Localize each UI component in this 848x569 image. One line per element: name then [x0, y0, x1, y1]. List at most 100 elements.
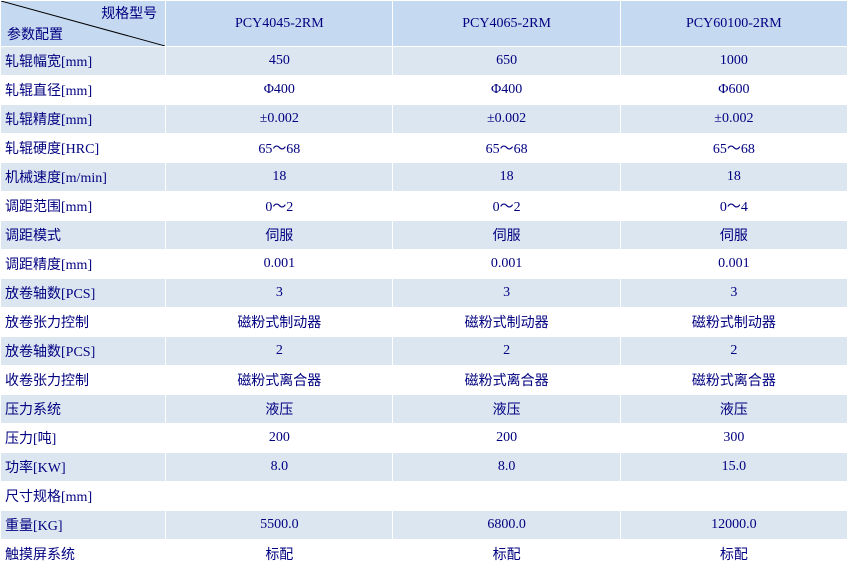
table-row: 机械速度[m/min]181818	[1, 163, 848, 192]
value-cell: 液压	[166, 395, 393, 424]
value-cell: 0.001	[393, 250, 620, 279]
header-top-label: 规格型号	[101, 3, 157, 23]
param-cell: 放卷张力控制	[1, 308, 166, 337]
value-cell: 标配	[166, 540, 393, 569]
table-row: 轧辊精度[mm]±0.002±0.002±0.002	[1, 105, 848, 134]
param-cell: 调距精度[mm]	[1, 250, 166, 279]
table-row: 放卷轴数[PCS]333	[1, 279, 848, 308]
param-cell: 尺寸规格[mm]	[1, 482, 166, 511]
param-cell: 轧辊硬度[HRC]	[1, 134, 166, 163]
value-cell: 8.0	[166, 453, 393, 482]
table-row: 调距范围[mm]0～20～20～4	[1, 192, 848, 221]
value-cell: 伺服	[393, 221, 620, 250]
value-cell: 3	[166, 279, 393, 308]
table-row: 放卷轴数[PCS]222	[1, 337, 848, 366]
param-cell: 功率[KW]	[1, 453, 166, 482]
param-cell: 压力系统	[1, 395, 166, 424]
value-cell: 65～68	[166, 134, 393, 163]
value-cell: Φ400	[166, 76, 393, 105]
value-cell: 0～2	[393, 192, 620, 221]
header-bottom-label: 参数配置	[7, 24, 63, 44]
value-cell: 0.001	[620, 250, 847, 279]
value-cell: 12000.0	[620, 511, 847, 540]
header-row: 规格型号 参数配置 PCY4045-2RM PCY4065-2RM PCY601…	[1, 1, 848, 47]
param-cell: 轧辊精度[mm]	[1, 105, 166, 134]
value-cell: 450	[166, 47, 393, 76]
header-diagonal-cell: 规格型号 参数配置	[1, 1, 166, 47]
value-cell: 磁粉式制动器	[166, 308, 393, 337]
value-cell: 液压	[620, 395, 847, 424]
value-cell: 650	[393, 47, 620, 76]
value-cell: 0～2	[166, 192, 393, 221]
table-row: 压力系统液压液压液压	[1, 395, 848, 424]
value-cell: ±0.002	[620, 105, 847, 134]
value-cell: 18	[166, 163, 393, 192]
value-cell: 200	[166, 424, 393, 453]
param-cell: 压力[吨]	[1, 424, 166, 453]
value-cell: 0～4	[620, 192, 847, 221]
spec-table-container: 规格型号 参数配置 PCY4045-2RM PCY4065-2RM PCY601…	[0, 0, 848, 569]
value-cell: 液压	[393, 395, 620, 424]
value-cell: 标配	[620, 540, 847, 569]
param-cell: 调距范围[mm]	[1, 192, 166, 221]
value-cell: Φ400	[393, 76, 620, 105]
value-cell: 15.0	[620, 453, 847, 482]
table-row: 重量[KG]5500.06800.012000.0	[1, 511, 848, 540]
value-cell: 200	[393, 424, 620, 453]
table-row: 轧辊直径[mm]Φ400Φ400Φ600	[1, 76, 848, 105]
value-cell: ±0.002	[393, 105, 620, 134]
table-row: 轧辊幅宽[mm]4506501000	[1, 47, 848, 76]
spec-table: 规格型号 参数配置 PCY4045-2RM PCY4065-2RM PCY601…	[0, 0, 848, 569]
value-cell: 磁粉式制动器	[393, 308, 620, 337]
value-cell: 300	[620, 424, 847, 453]
table-row: 收卷张力控制磁粉式离合器磁粉式离合器磁粉式离合器	[1, 366, 848, 395]
table-row: 触摸屏系统标配标配标配	[1, 540, 848, 569]
value-cell: 伺服	[166, 221, 393, 250]
value-cell: 2	[166, 337, 393, 366]
value-cell: 标配	[393, 540, 620, 569]
value-cell	[620, 482, 847, 511]
value-cell: 磁粉式制动器	[620, 308, 847, 337]
value-cell: 磁粉式离合器	[620, 366, 847, 395]
value-cell: 2	[393, 337, 620, 366]
value-cell: 3	[393, 279, 620, 308]
value-cell: 伺服	[620, 221, 847, 250]
value-cell: 6800.0	[393, 511, 620, 540]
value-cell	[393, 482, 620, 511]
value-cell: 18	[620, 163, 847, 192]
table-row: 调距精度[mm]0.0010.0010.001	[1, 250, 848, 279]
table-row: 放卷张力控制磁粉式制动器磁粉式制动器磁粉式制动器	[1, 308, 848, 337]
value-cell	[166, 482, 393, 511]
table-body: 轧辊幅宽[mm]4506501000轧辊直径[mm]Φ400Φ400Φ600轧辊…	[1, 47, 848, 569]
param-cell: 调距模式	[1, 221, 166, 250]
param-cell: 放卷轴数[PCS]	[1, 279, 166, 308]
value-cell: ±0.002	[166, 105, 393, 134]
table-row: 尺寸规格[mm]	[1, 482, 848, 511]
param-cell: 机械速度[m/min]	[1, 163, 166, 192]
table-row: 轧辊硬度[HRC]65～6865～6865～68	[1, 134, 848, 163]
table-row: 功率[KW]8.08.015.0	[1, 453, 848, 482]
param-cell: 触摸屏系统	[1, 540, 166, 569]
value-cell: Φ600	[620, 76, 847, 105]
value-cell: 65～68	[393, 134, 620, 163]
value-cell: 18	[393, 163, 620, 192]
param-cell: 放卷轴数[PCS]	[1, 337, 166, 366]
value-cell: 1000	[620, 47, 847, 76]
param-cell: 重量[KG]	[1, 511, 166, 540]
header-model-2: PCY60100-2RM	[620, 1, 847, 47]
header-model-0: PCY4045-2RM	[166, 1, 393, 47]
value-cell: 5500.0	[166, 511, 393, 540]
value-cell: 8.0	[393, 453, 620, 482]
table-row: 调距模式伺服伺服伺服	[1, 221, 848, 250]
header-model-1: PCY4065-2RM	[393, 1, 620, 47]
param-cell: 收卷张力控制	[1, 366, 166, 395]
table-row: 压力[吨]200200300	[1, 424, 848, 453]
value-cell: 0.001	[166, 250, 393, 279]
value-cell: 磁粉式离合器	[166, 366, 393, 395]
param-cell: 轧辊直径[mm]	[1, 76, 166, 105]
value-cell: 65～68	[620, 134, 847, 163]
param-cell: 轧辊幅宽[mm]	[1, 47, 166, 76]
value-cell: 2	[620, 337, 847, 366]
value-cell: 磁粉式离合器	[393, 366, 620, 395]
value-cell: 3	[620, 279, 847, 308]
